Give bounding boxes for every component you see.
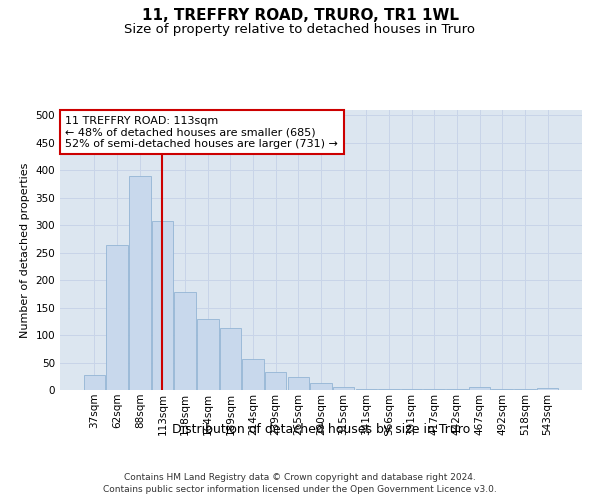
Text: Contains HM Land Registry data © Crown copyright and database right 2024.: Contains HM Land Registry data © Crown c… <box>124 472 476 482</box>
Y-axis label: Number of detached properties: Number of detached properties <box>20 162 30 338</box>
Text: Size of property relative to detached houses in Truro: Size of property relative to detached ho… <box>125 22 476 36</box>
Bar <box>469 388 490 390</box>
Bar <box>287 377 309 390</box>
Text: Contains public sector information licensed under the Open Government Licence v3: Contains public sector information licen… <box>103 485 497 494</box>
Bar <box>106 244 128 390</box>
Bar <box>220 328 241 390</box>
Bar <box>175 292 196 390</box>
Bar <box>152 221 173 390</box>
Bar <box>242 358 264 390</box>
Bar <box>310 383 332 390</box>
Bar <box>129 176 151 390</box>
Bar <box>84 374 105 390</box>
Bar <box>197 318 218 390</box>
Bar <box>265 372 286 390</box>
Bar <box>537 388 558 390</box>
Text: Distribution of detached houses by size in Truro: Distribution of detached houses by size … <box>172 422 470 436</box>
Bar <box>333 386 355 390</box>
Text: 11 TREFFRY ROAD: 113sqm
← 48% of detached houses are smaller (685)
52% of semi-d: 11 TREFFRY ROAD: 113sqm ← 48% of detache… <box>65 116 338 149</box>
Text: 11, TREFFRY ROAD, TRURO, TR1 1WL: 11, TREFFRY ROAD, TRURO, TR1 1WL <box>142 8 458 22</box>
